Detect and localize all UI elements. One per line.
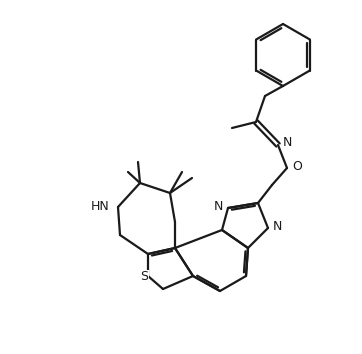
- Text: S: S: [140, 270, 148, 284]
- Text: O: O: [292, 160, 302, 172]
- Text: HN: HN: [91, 200, 110, 213]
- Text: N: N: [214, 200, 223, 213]
- Text: N: N: [273, 221, 282, 234]
- Text: N: N: [283, 137, 292, 149]
